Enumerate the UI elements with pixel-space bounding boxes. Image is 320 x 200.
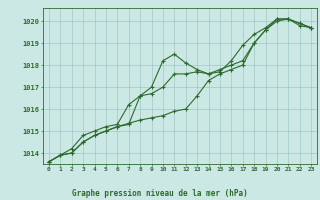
Text: Graphe pression niveau de la mer (hPa): Graphe pression niveau de la mer (hPa) xyxy=(72,189,248,198)
